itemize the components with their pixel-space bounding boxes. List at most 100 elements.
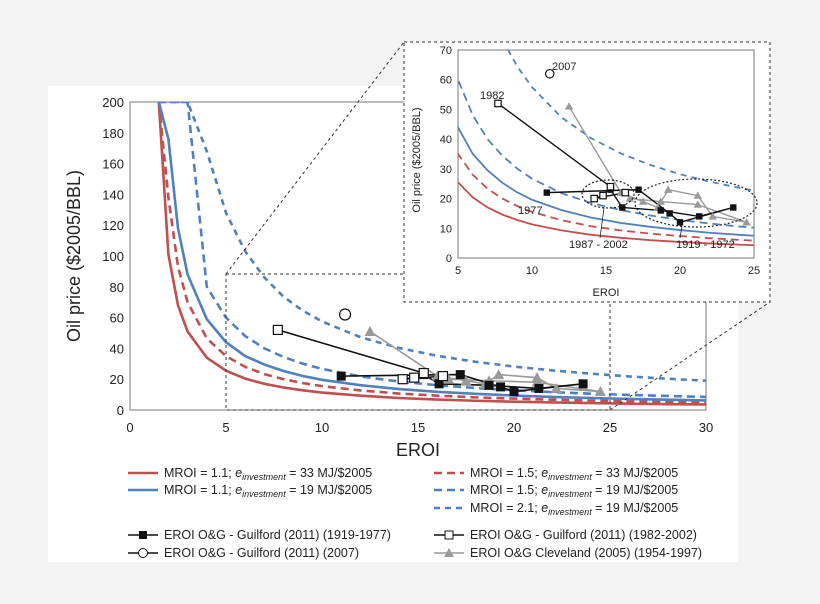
inset-point-filled-square-3 <box>676 219 684 226</box>
annotation-pointer-1987 <box>599 207 605 239</box>
main-x-ticks: 0 5 10 15 20 25 30 <box>126 420 713 435</box>
annotation-pointer-1919 <box>679 225 683 239</box>
main-point-filled-square-7 <box>434 379 444 389</box>
legend-label-0: MROI = 1.1; einvestment = 33 MJ/$2005 <box>164 466 372 482</box>
zoom-guide-left <box>225 41 405 275</box>
zoom-guide-right <box>609 301 771 411</box>
annotation-1977: 1977 <box>518 205 542 217</box>
main-x-tick-30: 30 <box>699 420 713 435</box>
main-y-tick-80: 80 <box>110 280 124 295</box>
legend-marker-6 <box>139 531 147 539</box>
inset-y-tick-20: 20 <box>440 194 452 206</box>
inset-x-tick-10: 10 <box>526 265 538 277</box>
main-point-filled-square-5 <box>534 383 544 393</box>
legend: MROI = 1.1; einvestment = 33 MJ/$2005 MRO… <box>128 466 702 560</box>
inset-x-tick-20: 20 <box>674 265 686 277</box>
main-y-tick-200: 200 <box>102 95 124 110</box>
main-y-tick-60: 60 <box>110 311 124 326</box>
main-point-triangle-6 <box>550 382 562 393</box>
main-point-triangle-7 <box>594 386 606 397</box>
inset-y-tick-60: 60 <box>440 75 452 87</box>
main-curve-0 <box>157 102 706 406</box>
legend-label-2: MROI = 1.1; einvestment = 19 MJ/$2005 <box>164 483 372 499</box>
inset-ellipses <box>581 178 758 228</box>
inset-chart: 0 10 20 30 40 50 60 70 5 10 15 20 25 2007 1982 1977… <box>403 41 771 303</box>
main-y-tick-20: 20 <box>110 372 124 387</box>
inset-curves <box>458 50 754 247</box>
main-curve-1 <box>157 102 706 404</box>
inset-point-open-square-2 <box>599 191 607 200</box>
inset-y-ticks: 0 10 20 30 40 50 60 70 <box>440 45 452 265</box>
main-y-tick-120: 120 <box>102 218 124 233</box>
inset-point-triangle-8 <box>693 200 702 208</box>
inset-x-axis-title: EROI <box>593 287 620 299</box>
inset-curve-0 <box>458 180 754 247</box>
inset-point-filled-square-2 <box>666 210 673 217</box>
inset-point-open-circle-0 <box>544 68 555 79</box>
main-y-ticks: 0 20 40 60 80 100 120 140 160 180 200 <box>102 95 124 418</box>
inset-curve-3 <box>458 75 754 229</box>
inset-point-triangle-10 <box>625 194 634 202</box>
inset-point-filled-square-6 <box>657 207 664 214</box>
inset-point-triangle-6 <box>708 212 717 220</box>
main-point-filled-square-1 <box>455 370 465 380</box>
annotation-1919-1972: 1919 - 1972 <box>676 239 735 251</box>
inset-point-filled-square-4 <box>730 204 737 211</box>
inset-y-tick-40: 40 <box>440 134 452 146</box>
main-points <box>272 308 606 397</box>
legend-marker-9 <box>444 548 454 557</box>
inset-point-triangle-7 <box>742 218 751 226</box>
main-y-tick-100: 100 <box>102 249 124 264</box>
main-point-triangle-4 <box>493 369 505 380</box>
main-point-filled-square-4 <box>578 379 588 389</box>
legend-label-1: MROI = 1.5; einvestment = 33 MJ/$2005 <box>470 466 678 482</box>
inset-curve-2 <box>458 124 754 237</box>
inset-point-filled-square-5 <box>696 213 703 220</box>
legend-label-7: EROI O&G - Guilford (2011) (1982-2002) <box>470 528 697 542</box>
legend-label-8: EROI O&G - Guilford (2011) (2007) <box>164 546 359 560</box>
inset-point-open-square-4 <box>621 188 630 197</box>
inset-x-tick-5: 5 <box>455 265 461 277</box>
main-point-filled-square-2 <box>496 382 506 392</box>
main-point-triangle-2 <box>460 375 472 386</box>
main-x-axis-title: EROI <box>396 440 440 460</box>
inset-point-triangle-0 <box>564 102 574 110</box>
annotation-1982: 1982 <box>480 90 504 102</box>
main-x-tick-25: 25 <box>603 420 617 435</box>
inset-y-tick-50: 50 <box>440 104 452 116</box>
main-y-tick-180: 180 <box>102 126 124 141</box>
main-y-tick-40: 40 <box>110 341 124 356</box>
main-x-tick-10: 10 <box>315 420 329 435</box>
main-x-tick-20: 20 <box>507 420 521 435</box>
inset-point-filled-square-7 <box>619 204 626 211</box>
inset-point-triangle-5 <box>693 191 702 199</box>
annotation-2007: 2007 <box>552 61 576 73</box>
inset-x-tick-25: 25 <box>748 265 760 277</box>
annotation-1987-2002: 1987 - 2002 <box>569 239 628 251</box>
main-point-open-square-3 <box>397 374 408 385</box>
inset-curve-1 <box>458 151 754 242</box>
inset-point-filled-square-1 <box>635 186 642 193</box>
inset-point-filled-square-0 <box>543 189 550 196</box>
inset-point-triangle-9 <box>656 197 665 205</box>
main-y-axis-title: Oil price ($2005/BBL) <box>64 170 84 342</box>
legend-label-5: MROI = 2.1; einvestment = 19 MJ/$2005 <box>470 501 678 517</box>
inset-y-axis-title: Oil price ($2005/BBL) <box>411 107 423 212</box>
main-point-triangle-0 <box>364 325 376 336</box>
main-x-tick-0: 0 <box>126 420 133 435</box>
cluster-ellipse-1919-1972 <box>634 178 758 228</box>
inset-annotations: 2007 1982 1977 1987 - 2002 1919 - 1972 <box>480 61 735 251</box>
main-curve-2 <box>157 102 706 402</box>
legend-label-6: EROI O&G - Guilford (2011) (1919-1977) <box>164 528 391 542</box>
inset-x-tick-15: 15 <box>600 265 612 277</box>
main-point-open-square-1 <box>418 367 429 379</box>
inset-y-tick-70: 70 <box>440 45 452 57</box>
inset-point-triangle-2 <box>638 197 648 205</box>
main-point-open-square-0 <box>272 324 283 336</box>
inset-curve-4 <box>507 50 754 192</box>
main-curves <box>157 102 706 406</box>
main-curve-4 <box>158 102 706 383</box>
main-point-filled-square-6 <box>484 380 494 390</box>
inset-point-open-square-1 <box>606 182 615 191</box>
